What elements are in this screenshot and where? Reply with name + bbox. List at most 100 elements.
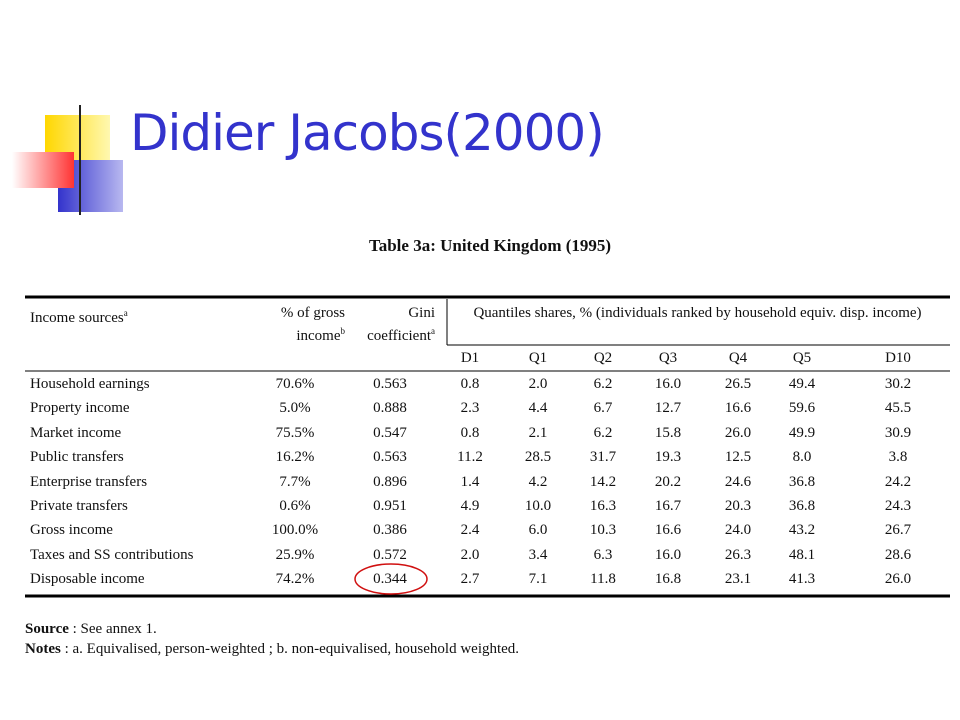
subheader-cell: D1 [460,350,480,366]
table-cell: 11.2 [457,449,483,466]
header-text: % of gross income [280,305,345,344]
subheader-cell: Q2 [593,350,613,366]
table-cell: 30.2 [884,376,912,392]
table-cell: 74.2% [275,571,315,588]
table-cell: 45.5 [884,400,912,417]
table-cell: 26.0 [724,424,752,441]
row-label: Private transfers [30,498,128,514]
table-cell: 4.2 [528,473,548,490]
table-cell: 43.2 [788,522,816,539]
table-cell: 6.7 [593,400,613,417]
table-cell: 14.2 [589,473,617,490]
table-cell: 24.6 [724,473,752,490]
table-cell: 59.6 [788,400,816,417]
table-cell: 6.3 [593,546,613,563]
row-label: Public transfers [30,449,124,466]
table-cell: 16.0 [654,546,682,563]
source-text: : See annex 1. [72,621,157,637]
table-cell: 0.888 [373,400,407,417]
table-cell: 0.344 [373,571,407,588]
table-cell: 0.896 [373,473,407,490]
table-cell: 31.7 [589,449,617,466]
table-cell: 2.1 [528,424,548,441]
table-cell: 6.2 [593,376,613,392]
table-cell: 2.7 [460,571,480,588]
source-line: Source : See annex 1. [25,621,157,638]
table-cell: 7.1 [528,571,548,588]
table-cell: 5.0% [279,400,311,417]
table-cell: 8.0 [792,449,812,466]
table-cell: 28.5 [524,449,552,466]
table-cell: 24.0 [724,522,752,539]
row-label: Enterprise transfers [30,473,148,490]
table-cell: 1.4 [460,473,480,490]
notes-line: Notes : a. Equivalised, person-weighted … [25,641,519,658]
table-cell: 12.7 [654,400,682,417]
notes-text: : a. Equivalised, person-weighted ; b. n… [64,641,520,657]
table-cell: 19.3 [654,449,682,466]
header-note: a [431,326,435,336]
subheader-cell: D10 [885,350,911,366]
table-cell: 16.0 [654,376,682,392]
row-label: Gross income [30,522,113,539]
table-caption: Table 3a: United Kingdom (1995) [368,236,612,255]
table-cell: 0.547 [373,424,407,441]
table-cell: 2.0 [528,376,548,392]
header-note: b [340,326,346,336]
table-cell: 0.951 [373,498,407,514]
table-cell: 20.2 [654,473,682,490]
notes-label: Notes [25,641,61,657]
table-cell: 2.0 [460,546,480,563]
table-cell: 20.3 [724,498,752,514]
table-cell: 3.8 [888,449,908,466]
table-cell: 10.3 [589,522,617,539]
table-cell: 12.5 [724,449,752,466]
header-text: Income sources [30,310,124,326]
table-cell: 0.8 [460,376,480,392]
table-cell: 15.8 [654,424,682,441]
table-cell: 75.5% [275,424,315,441]
row-label: Disposable income [30,571,145,588]
table-cell: 16.6 [654,522,682,539]
table-cell: 2.3 [460,400,480,417]
table-cell: 0.6% [279,498,311,514]
subheader-cell: Q3 [658,350,678,366]
header-cell: Gini coefficienta [340,304,435,345]
table-cell: 6.2 [593,424,613,441]
table-cell: 24.2 [884,473,912,490]
table-cell: 28.6 [884,546,912,563]
table-cell: 3.4 [528,546,548,563]
table-cell: 7.7% [279,473,311,490]
header-text: Gini coefficient [367,305,435,344]
source-label: Source [25,621,69,637]
header-cell: Income sourcesa [30,304,230,327]
table-cell: 49.4 [788,376,816,392]
table-cell: 0.563 [373,449,407,466]
table-cell: 16.2% [275,449,315,466]
row-label: Taxes and SS contributions [30,546,194,563]
table-cell: 10.0 [524,498,552,514]
header-cell: Quantiles shares, % (individuals ranked … [450,304,945,322]
table-cell: 16.3 [589,498,617,514]
table-cell: 30.9 [884,424,912,441]
table-cell: 16.7 [654,498,682,514]
table-cell: 48.1 [788,546,816,563]
header-note: a [123,308,128,318]
table-cell: 26.0 [884,571,912,588]
row-label: Household earnings [30,376,150,392]
table-cell: 11.8 [590,571,616,588]
table-cell: 100.0% [271,522,319,539]
subheader-cell: Q1 [528,350,548,366]
table-cell: 70.6% [275,376,315,392]
table-cell: 0.8 [460,424,480,441]
subheader-cell: Q4 [728,350,748,366]
table-cell: 26.3 [724,546,752,563]
table-cell: 4.9 [460,498,480,514]
table-cell: 24.3 [884,498,912,514]
header-text: Quantiles shares, % (individuals ranked … [473,305,922,321]
table-cell: 6.0 [528,522,548,539]
table-cell: 26.5 [724,376,752,392]
table-cell: 36.8 [788,498,816,514]
table-cell: 41.3 [788,571,816,588]
